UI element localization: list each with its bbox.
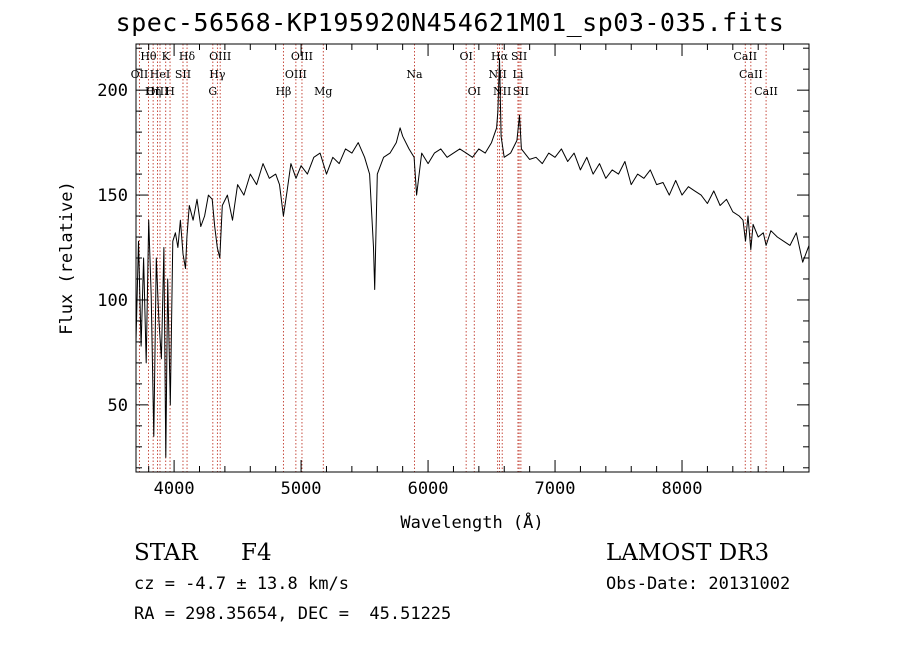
marker-label: H xyxy=(165,85,175,98)
marker-label: Li xyxy=(513,68,524,81)
marker-label: SII xyxy=(511,50,527,63)
x-tick-label: 5000 xyxy=(281,479,322,499)
marker-label: Na xyxy=(406,68,423,81)
chart-title: spec-56568-KP195920N454621M01_sp03-035.f… xyxy=(115,8,785,37)
marker-label: NII xyxy=(493,85,511,98)
marker-label: CaII xyxy=(733,50,757,63)
marker-label: Hγ xyxy=(209,68,226,81)
y-tick-label: 150 xyxy=(97,186,128,206)
class-label: STAR xyxy=(134,540,198,566)
plot-frame xyxy=(135,43,810,473)
marker-label: OIII xyxy=(291,50,313,63)
x-tick-label: 6000 xyxy=(408,479,449,499)
line-markers xyxy=(138,44,767,472)
marker-label: CaII xyxy=(754,85,778,98)
x-axis-label: Wavelength (Å) xyxy=(400,511,543,533)
marker-label: OI xyxy=(468,85,481,98)
marker-label: HeI xyxy=(150,68,170,81)
coordinates: RA = 298.35654, DEC = 45.51225 xyxy=(134,604,452,624)
cz-value: cz = -4.7 ± 13.8 km/s xyxy=(134,574,349,594)
y-tick-label: 100 xyxy=(97,291,128,311)
x-tick-label: 7000 xyxy=(535,479,576,499)
marker-label: K xyxy=(162,50,171,63)
axes: 4000 5000 6000 7000 8000 50 100 150 200 xyxy=(97,44,809,499)
marker-label: OIII xyxy=(146,85,168,98)
y-axis-label: Flux (relative) xyxy=(57,181,77,335)
marker-label: CaII xyxy=(739,68,763,81)
x-tick-label: 8000 xyxy=(662,479,703,499)
marker-label: Hθ xyxy=(140,50,157,63)
y-tick-label: 50 xyxy=(108,396,128,416)
marker-label: OIII xyxy=(209,50,231,63)
y-tick-label: 200 xyxy=(97,81,128,101)
subclass-label: F4 xyxy=(241,540,272,566)
spectrum-line xyxy=(135,58,810,458)
marker-label: Hδ xyxy=(179,50,196,63)
marker-label: SII xyxy=(175,68,191,81)
survey-label: LAMOST DR3 xyxy=(606,540,770,566)
x-tick-label: 4000 xyxy=(154,479,195,499)
marker-label: SII xyxy=(513,85,529,98)
obs-date: Obs-Date: 20131002 xyxy=(606,574,791,594)
marker-label: Hη xyxy=(145,85,161,98)
marker-label: OI xyxy=(459,50,472,63)
marker-label: OII xyxy=(131,68,149,81)
marker-label: Hβ xyxy=(275,85,291,98)
marker-label: NII xyxy=(488,68,506,81)
spectrum-layer xyxy=(135,58,810,458)
marker-label: OIII xyxy=(285,68,307,81)
marker-label: Hα xyxy=(491,50,509,63)
marker-label: Mg xyxy=(314,85,332,98)
marker-label: G xyxy=(208,85,217,98)
